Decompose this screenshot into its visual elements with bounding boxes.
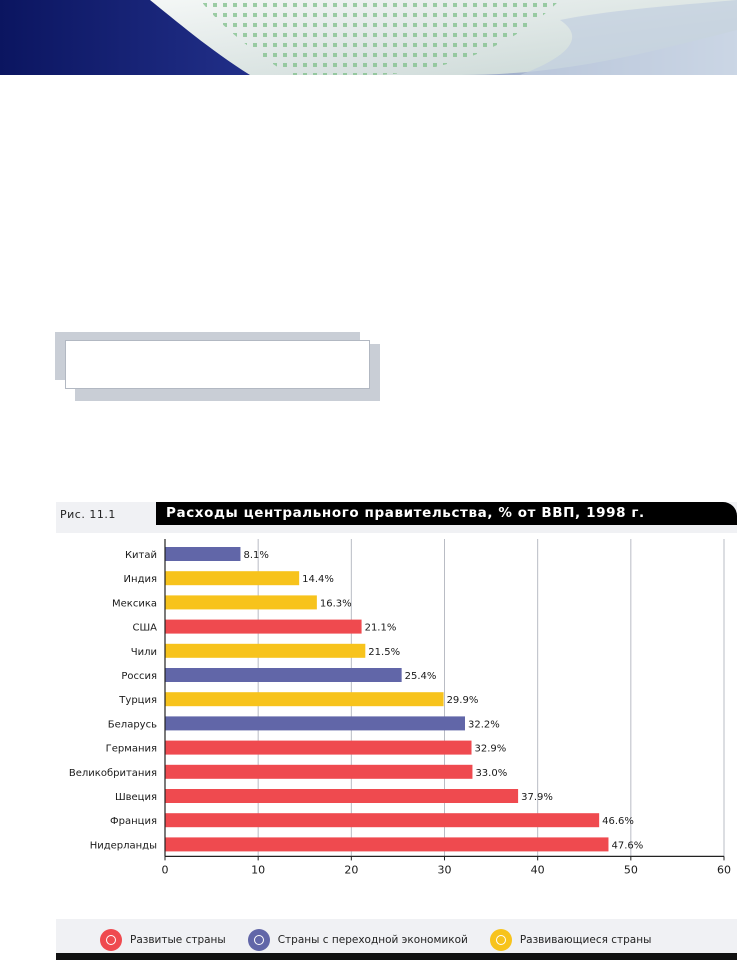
coin-icon (100, 929, 122, 951)
value-label: 29.9% (447, 695, 479, 706)
bar (165, 547, 241, 561)
category-label: Швеция (115, 792, 157, 803)
bar-chart: Китай 8.1% Индия 14.4% Мексика 16.3% США 21.1% Ч… (69, 539, 731, 876)
category-label: Великобритания (69, 768, 157, 779)
x-tick-label: 30 (438, 863, 452, 876)
legend-item-transition: Страны с переходной экономикой (247, 929, 468, 951)
coin-icon (489, 929, 512, 951)
callout-inner (65, 340, 370, 389)
bar (165, 740, 472, 755)
category-label: Германия (106, 744, 157, 755)
header-banner (0, 0, 737, 75)
value-label: 16.3% (320, 598, 352, 609)
category-label: Франция (110, 816, 157, 827)
category-label: Россия (121, 671, 157, 682)
figure: Рис. 11.1 Расходы центрального правитель… (56, 502, 737, 960)
bottom-rule (56, 953, 737, 960)
title-bar: Расходы центрального правительства, % от… (156, 502, 737, 525)
chart-title: Расходы центрального правительства, % от… (166, 505, 645, 521)
x-tick-label: 50 (624, 863, 638, 876)
x-tick-label: 10 (251, 863, 265, 876)
category-label: Мексика (112, 598, 157, 609)
category-label: Нидерланды (90, 840, 157, 851)
bar (165, 837, 609, 852)
category-label: Беларусь (108, 719, 157, 730)
bar (165, 813, 600, 828)
bar (165, 668, 402, 682)
value-label: 47.6% (611, 840, 643, 851)
bar (165, 619, 362, 634)
category-label: США (132, 623, 157, 634)
callout-box (55, 332, 385, 404)
value-label: 21.5% (368, 647, 400, 658)
figure-label: Рис. 11.1 (60, 508, 116, 521)
value-label: 33.0% (475, 768, 507, 779)
x-tick-label: 40 (531, 863, 545, 876)
x-tick-label: 20 (344, 863, 358, 876)
value-label: 46.6% (602, 816, 634, 827)
legend-label: Развитые страны (130, 934, 226, 946)
bar (165, 692, 444, 707)
category-label: Индия (124, 574, 157, 585)
category-label: Турция (118, 695, 157, 706)
banner-art (0, 0, 737, 75)
bar (165, 764, 473, 779)
value-label: 32.2% (468, 719, 500, 730)
legend-item-developing: Развивающиеся страны (489, 929, 652, 951)
bar (165, 595, 317, 610)
category-label: Китай (125, 550, 157, 561)
bar (165, 716, 465, 731)
legend-label: Развивающиеся страны (519, 934, 652, 946)
legend: Развитые страны Страны с переходной экон… (100, 920, 673, 960)
value-label: 32.9% (475, 744, 507, 755)
value-label: 37.9% (521, 792, 553, 803)
bar (165, 571, 300, 586)
bar (165, 643, 366, 658)
coin-icon (247, 929, 270, 951)
legend-item-developed: Развитые страны (100, 929, 226, 951)
plot-panel: Китай 8.1% Индия 14.4% Мексика 16.3% США 21.1% Ч… (56, 533, 737, 951)
value-label: 21.1% (365, 623, 397, 634)
legend-label: Страны с переходной экономикой (277, 934, 468, 946)
bar (165, 789, 519, 803)
value-label: 14.4% (302, 574, 334, 585)
x-tick-label: 0 (162, 863, 169, 876)
x-tick-label: 60 (717, 863, 731, 876)
value-label: 25.4% (405, 671, 437, 682)
value-label: 8.1% (243, 550, 268, 561)
category-label: Чили (131, 647, 157, 658)
